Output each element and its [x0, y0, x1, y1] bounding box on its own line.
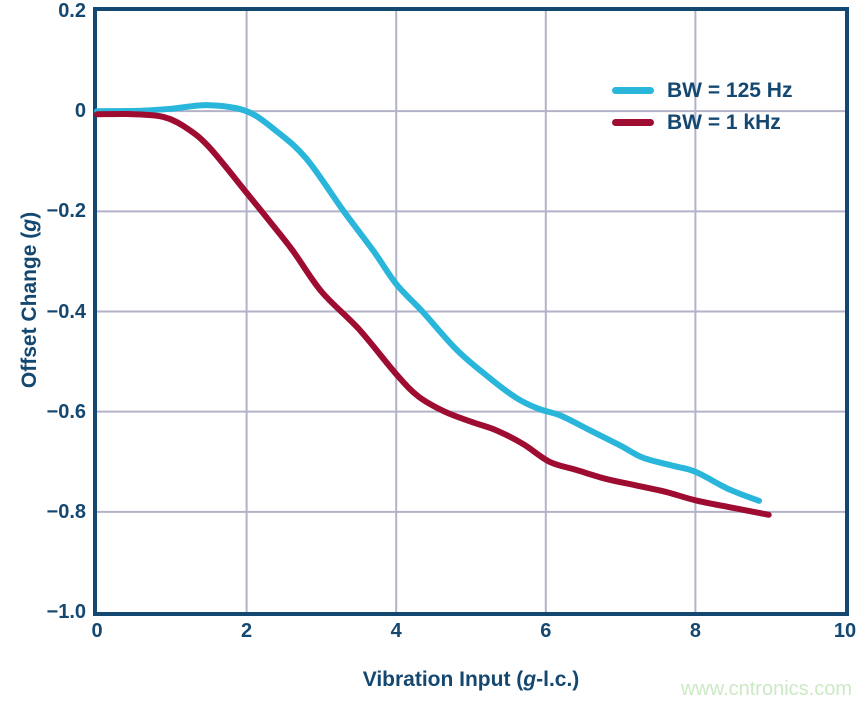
x-tick-label: 10 — [833, 620, 857, 642]
legend: BW = 125 Hz BW = 1 kHz — [612, 74, 792, 138]
plot-border — [93, 7, 849, 616]
watermark: www.cntronics.com — [680, 678, 852, 700]
y-tick-label: 0.2 — [58, 0, 86, 22]
x-axis-title-italic-g: g — [523, 668, 537, 691]
y-tick-label: 0 — [74, 100, 86, 123]
x-tick-label: 8 — [689, 620, 701, 642]
legend-label: BW = 125 Hz — [667, 78, 793, 102]
y-tick-label: −0.2 — [46, 200, 86, 223]
y-tick-label: −1.0 — [46, 601, 86, 623]
y-tick-label: −0.4 — [46, 300, 86, 323]
x-axis-title-text: Vibration Input ( — [362, 668, 524, 691]
legend-item: BW = 1 kHz — [612, 106, 792, 138]
series-line-bw-1-khz — [94, 110, 772, 518]
series-line-bw-125-hz — [94, 102, 762, 504]
legend-label: BW = 1 kHz — [667, 110, 781, 134]
legend-item: BW = 125 Hz — [612, 74, 792, 106]
x-tick-label: 4 — [390, 620, 402, 642]
y-axis-title: Offset Change (g) — [18, 212, 42, 388]
y-tick-label: −0.8 — [46, 500, 86, 523]
x-tick-label: 2 — [241, 620, 253, 642]
x-axis-title-close: -l.c.) — [536, 668, 580, 691]
x-axis-title: Vibration Input (g-l.c.) — [171, 668, 771, 692]
legend-line-swatch — [612, 86, 654, 94]
y-tick-label: −0.6 — [46, 400, 86, 423]
legend-line-swatch — [612, 118, 654, 126]
x-tick-label: 0 — [91, 620, 103, 642]
x-tick-label: 6 — [540, 620, 552, 642]
plot-area — [93, 7, 849, 616]
